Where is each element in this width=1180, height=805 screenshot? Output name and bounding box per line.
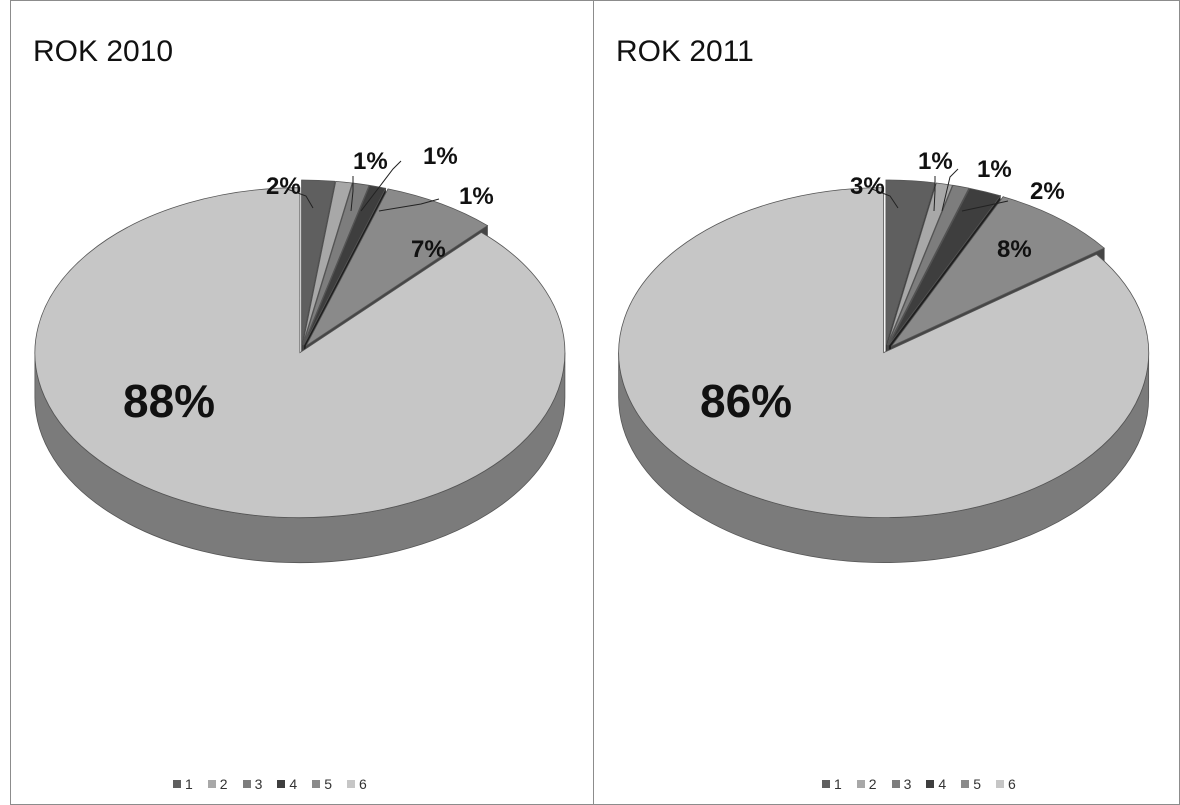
legend-item-4: 4	[277, 776, 297, 792]
pie-slice-4	[303, 184, 387, 346]
legend-swatch	[346, 780, 355, 788]
legend-label: 5	[324, 776, 332, 792]
legend: 1 2 3 4 5 6	[822, 776, 1016, 792]
leader-line-1	[286, 188, 314, 209]
data-label-1: 3%	[850, 173, 885, 200]
legend-swatch	[926, 780, 935, 788]
legend-label: 4	[289, 776, 298, 792]
legend-swatch	[856, 780, 865, 788]
pie-slice-4	[888, 187, 1002, 346]
leader-line-2	[933, 176, 936, 212]
legend-swatch	[995, 780, 1004, 788]
data-label-5: 7%	[411, 236, 446, 263]
legend-item-3: 3	[242, 776, 263, 792]
legend-label: 3	[903, 776, 912, 792]
legend-label: 6	[358, 776, 367, 792]
pie-slice-5	[891, 196, 1105, 347]
pie-chart-2010: 2%1% 1%1%7%88%	[34, 143, 566, 564]
legend-label: 5	[973, 776, 981, 792]
data-label-2: 1%	[918, 148, 953, 175]
legend: 1 2 3 4 5 6	[173, 776, 367, 792]
leader-line-3	[941, 168, 959, 212]
legend-label: 2	[868, 776, 877, 792]
legend-label: 6	[1007, 776, 1016, 792]
legend-item-6: 6	[346, 776, 367, 792]
chart-title: ROK 2010	[33, 35, 174, 68]
legend-label: 1	[834, 776, 842, 792]
data-label-6: 88%	[123, 375, 215, 427]
pie-top-faces	[34, 179, 566, 519]
pie-slice-1	[301, 179, 336, 346]
pie-slice-2	[886, 182, 953, 346]
legend-item-1: 1	[822, 776, 842, 792]
legend-item-1: 1	[173, 776, 193, 792]
legend-item-6: 6	[995, 776, 1016, 792]
data-label-2: 1%	[353, 148, 388, 175]
data-label-5: 8%	[997, 236, 1032, 263]
leader-line-1	[871, 188, 899, 209]
legend-label: 2	[219, 776, 228, 792]
legend-item-5: 5	[312, 776, 332, 792]
legend-item-2: 2	[856, 776, 877, 792]
legend-item-5: 5	[961, 776, 981, 792]
chart-panel-2011: ROK 2011 3% 1% 1% 2% 8% 86% 1 2 3 4 5 6	[594, 0, 1180, 805]
data-label-4: 2%	[1030, 178, 1065, 205]
legend-item-4: 4	[926, 776, 946, 792]
leader-line-4	[378, 198, 440, 212]
data-label-1: 2%	[266, 173, 301, 200]
pie-chart-2011: 3% 1% 1% 2% 8% 86%	[618, 148, 1150, 564]
legend-swatch	[277, 780, 286, 788]
pie-slice-6	[34, 187, 566, 519]
legend-swatch	[822, 780, 830, 788]
chart-title: ROK 2011	[616, 35, 754, 68]
pie-top-faces	[618, 179, 1149, 518]
pie-slice-6	[618, 187, 1149, 518]
leader-line-2	[350, 176, 354, 212]
legend-swatch	[891, 780, 900, 788]
legend-swatch	[961, 780, 970, 788]
legend-swatch	[242, 780, 251, 788]
legend-item-2: 2	[207, 776, 228, 792]
legend-swatch	[173, 780, 181, 788]
legend-swatch	[207, 780, 216, 788]
data-label-3: 1%	[977, 156, 1012, 183]
pie-slice-5	[305, 188, 489, 347]
data-label-6: 86%	[700, 375, 792, 427]
leader-line-4	[961, 200, 1009, 212]
data-label-4: 1%	[459, 183, 494, 210]
pie-slice-2	[302, 180, 353, 346]
legend-label: 4	[938, 776, 947, 792]
pie-slice-3	[887, 184, 970, 346]
leader-line-3	[360, 160, 402, 212]
legend-label: 1	[185, 776, 193, 792]
legend-item-3: 3	[891, 776, 912, 792]
data-label-3: 1%	[423, 143, 458, 170]
legend-swatch	[312, 780, 321, 788]
legend-label: 3	[254, 776, 263, 792]
